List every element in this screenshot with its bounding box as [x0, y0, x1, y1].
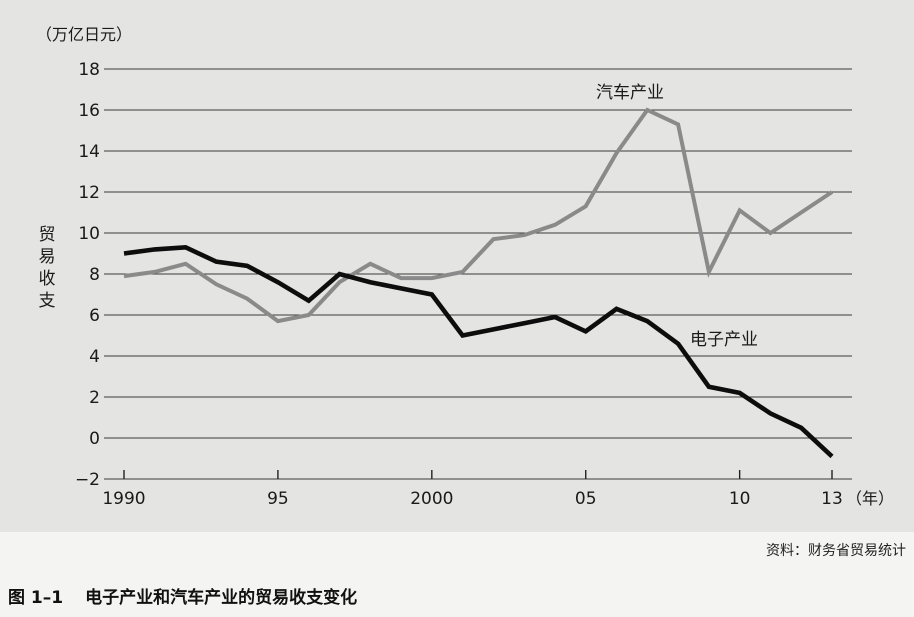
y-axis-unit: （万亿日元） [36, 25, 132, 44]
x-tick-label: 95 [267, 489, 289, 509]
y-tick-label: 8 [89, 265, 100, 285]
x-tick-label: 13 [821, 489, 843, 509]
x-tick-label: 05 [575, 489, 597, 509]
gridlines [104, 68, 852, 480]
line-chart: −2 0 2 4 6 8 10 12 14 16 18 1990 95 2000 05 10 13 汽车产业电… [36, 25, 894, 509]
x-axis-unit: （年） [846, 489, 894, 508]
y-axis-ticks: −2 0 2 4 6 8 10 12 14 16 18 [75, 60, 100, 490]
y-tick-label: 10 [78, 224, 100, 244]
y-tick-label: 14 [78, 142, 100, 162]
y-axis-label-char: 支 [39, 291, 56, 311]
series-label: 汽车产业 [596, 83, 664, 103]
source-note: 资料：财务省贸易统计 [766, 543, 906, 559]
y-tick-label: 12 [78, 183, 100, 203]
x-tick-label: 2000 [410, 489, 453, 509]
x-axis-ticks: 1990 95 2000 05 10 13 [102, 470, 843, 509]
y-axis-label-char: 收 [39, 269, 56, 289]
y-axis-label-char: 易 [39, 247, 56, 267]
x-tick-label: 10 [729, 489, 751, 509]
y-axis-label: 贸易收支 [39, 225, 56, 311]
y-axis-label-char: 贸 [39, 225, 56, 245]
series-lines [123, 107, 834, 459]
series-line-electronics [123, 244, 834, 459]
y-tick-label: 2 [89, 388, 100, 408]
y-tick-label: 18 [78, 60, 100, 80]
y-tick-label: 4 [89, 347, 100, 367]
y-tick-label: −2 [75, 470, 100, 490]
y-tick-label: 0 [89, 429, 100, 449]
x-tick-label: 1990 [102, 489, 145, 509]
figure-title: 电子产业和汽车产业的贸易收支变化 [85, 588, 358, 608]
figure-caption: 图 1–1 电子产业和汽车产业的贸易收支变化 [8, 583, 357, 608]
chart-panel [0, 0, 914, 532]
series-label: 电子产业 [690, 330, 758, 350]
figure-number: 图 1–1 [8, 588, 64, 608]
series-line-auto [123, 107, 834, 324]
y-tick-label: 6 [89, 306, 100, 326]
y-tick-label: 16 [78, 101, 100, 121]
